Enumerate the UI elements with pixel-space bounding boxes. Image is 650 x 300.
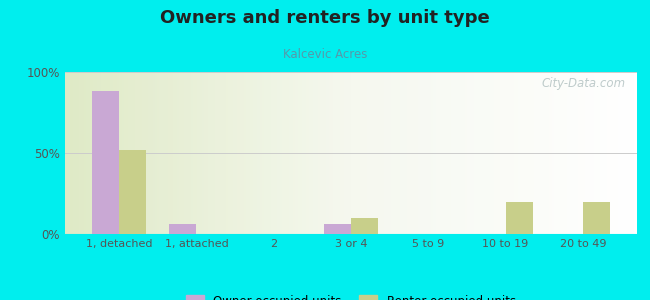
Bar xyxy=(119,150,146,234)
Bar xyxy=(351,218,378,234)
Text: City-Data.com: City-Data.com xyxy=(541,77,625,90)
Bar xyxy=(506,202,532,234)
Bar xyxy=(583,202,610,234)
Text: Owners and renters by unit type: Owners and renters by unit type xyxy=(160,9,490,27)
Legend: Owner occupied units, Renter occupied units: Owner occupied units, Renter occupied un… xyxy=(181,290,521,300)
Text: Kalcevic Acres: Kalcevic Acres xyxy=(283,48,367,61)
Bar xyxy=(92,92,119,234)
Bar xyxy=(324,224,351,234)
Bar xyxy=(170,224,196,234)
